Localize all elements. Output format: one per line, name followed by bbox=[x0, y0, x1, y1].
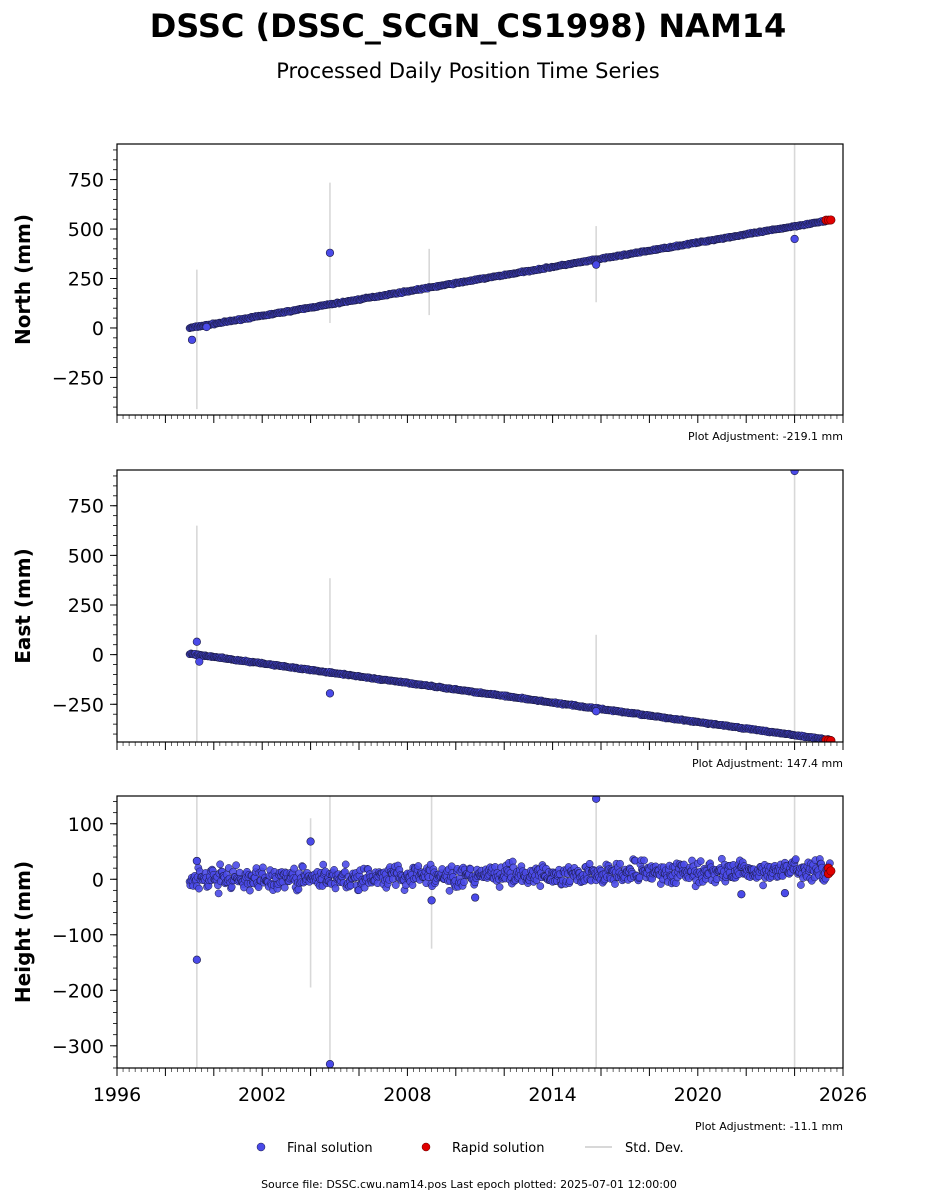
north-outlier-point-3 bbox=[592, 260, 601, 269]
height-point bbox=[319, 860, 328, 869]
east-ytick-label-1: 0 bbox=[92, 645, 104, 667]
east-outlier-point-4 bbox=[790, 470, 799, 476]
height-final-points bbox=[185, 854, 835, 898]
east-ytick-label-4: 750 bbox=[68, 496, 104, 518]
height-outlier-point-6 bbox=[592, 796, 601, 803]
height-ytick-label-0: −300 bbox=[52, 1036, 104, 1058]
north-adjustment-note: Plot Adjustment: -219.1 mm bbox=[688, 430, 843, 443]
height-point bbox=[216, 860, 224, 869]
height-plot-area bbox=[185, 796, 836, 1068]
height-point bbox=[791, 855, 800, 863]
height-point bbox=[585, 859, 594, 868]
height-point bbox=[696, 857, 705, 865]
panels: −250 0 250 500 750 North (mm) Plot Adjustment:… bbox=[11, 143, 867, 1133]
legend-final-label: Final solution bbox=[287, 1141, 373, 1156]
height-xtick-label-5: 2026 bbox=[819, 1084, 867, 1106]
height-outlier-point-7 bbox=[737, 890, 746, 899]
height-point bbox=[611, 880, 619, 888]
height-frame bbox=[116, 795, 844, 1069]
height-point bbox=[460, 878, 468, 886]
height-xtick-label-1: 2002 bbox=[238, 1084, 286, 1106]
height-point bbox=[232, 861, 240, 870]
figure-title: DSSC (DSSC_SCGN_CS1998) NAM14 bbox=[150, 7, 787, 45]
north-rapid-point-2 bbox=[826, 215, 836, 225]
height-point bbox=[445, 886, 454, 895]
legend-final-marker bbox=[256, 1142, 266, 1152]
north-outlier-point-0 bbox=[187, 335, 197, 344]
east-frame bbox=[116, 469, 844, 743]
height-xtick-label-2: 2008 bbox=[383, 1084, 431, 1106]
height-rapid-point-2 bbox=[826, 866, 836, 876]
north-ytick-label-4: 750 bbox=[68, 170, 104, 192]
height-outlier-point-0 bbox=[192, 856, 201, 866]
north-ytick-label-2: 250 bbox=[68, 269, 104, 291]
east-ytick-label-0: −250 bbox=[52, 694, 104, 716]
east-ylabel: East (mm) bbox=[11, 548, 35, 664]
east-outlier-point-2 bbox=[325, 689, 335, 698]
footer-source: Source file: DSSC.cwu.nam14.pos Last epo… bbox=[261, 1178, 677, 1191]
height-point bbox=[414, 862, 423, 870]
east-outlier-point-0 bbox=[192, 637, 201, 646]
height-point bbox=[759, 881, 767, 890]
north-outlier-point-4 bbox=[790, 234, 799, 244]
height-point bbox=[391, 881, 400, 889]
height-outlier-point-3 bbox=[325, 1060, 335, 1068]
height-point bbox=[259, 863, 267, 872]
height-panel: −300 −200 −100 0 100 1996 2002 2008 2014 2020 2026… bbox=[11, 795, 867, 1133]
legend: Final solution Rapid solution Std. Dev. bbox=[256, 1141, 684, 1156]
height-outlier-point-8 bbox=[780, 889, 790, 898]
east-rapid-point-2 bbox=[826, 736, 836, 742]
east-final-points bbox=[185, 649, 835, 742]
height-point bbox=[331, 884, 340, 893]
height-ytick-label-1: −200 bbox=[52, 980, 104, 1002]
height-point bbox=[797, 881, 805, 889]
height-ytick-label-2: −100 bbox=[52, 925, 104, 947]
height-xtick-label-3: 2014 bbox=[528, 1084, 576, 1106]
legend-stddev-label: Std. Dev. bbox=[625, 1141, 684, 1156]
east-ytick-label-3: 500 bbox=[68, 545, 104, 567]
height-ytick-label-3: 0 bbox=[92, 869, 104, 891]
north-panel: −250 0 250 500 750 North (mm) Plot Adjustment:… bbox=[11, 143, 844, 443]
east-adjustment-note: Plot Adjustment: 147.4 mm bbox=[692, 757, 843, 770]
height-point bbox=[299, 862, 307, 871]
north-ytick-label-3: 500 bbox=[68, 219, 104, 241]
height-ylabel: Height (mm) bbox=[11, 861, 35, 1003]
height-point bbox=[195, 884, 203, 893]
height-point bbox=[495, 883, 504, 891]
east-panel: −250 0 250 500 750 East (mm) Plot Adjustment: … bbox=[11, 469, 844, 770]
east-outlier-point-1 bbox=[195, 657, 204, 666]
north-final-points bbox=[185, 215, 835, 333]
north-outlier-point-2 bbox=[325, 248, 335, 257]
north-plot-area bbox=[185, 144, 836, 415]
height-outlier-point-4 bbox=[427, 896, 436, 905]
figure-subtitle: Processed Daily Position Time Series bbox=[276, 59, 660, 83]
north-outlier-point-1 bbox=[202, 322, 211, 332]
north-ylabel: North (mm) bbox=[11, 214, 35, 345]
height-point bbox=[214, 889, 223, 898]
height-xtick-label-0: 1996 bbox=[93, 1084, 141, 1106]
north-ytick-label-0: −250 bbox=[52, 367, 104, 389]
height-point bbox=[466, 865, 475, 873]
height-point bbox=[536, 882, 545, 890]
height-point bbox=[616, 859, 624, 868]
height-ytick-label-4: 100 bbox=[68, 814, 104, 836]
height-point bbox=[280, 883, 289, 892]
height-outlier-point-5 bbox=[471, 893, 480, 902]
legend-rapid-marker bbox=[421, 1142, 431, 1152]
height-outlier-point-2 bbox=[306, 837, 315, 846]
height-point bbox=[290, 864, 298, 873]
north-ytick-label-1: 0 bbox=[92, 318, 104, 340]
height-adjustment-note: Plot Adjustment: -11.1 mm bbox=[695, 1120, 843, 1133]
east-ytick-label-2: 250 bbox=[68, 595, 104, 617]
height-point bbox=[246, 886, 254, 895]
height-point bbox=[640, 856, 648, 865]
height-point bbox=[341, 860, 350, 869]
height-point bbox=[360, 883, 369, 892]
height-xtick-label-4: 2020 bbox=[674, 1084, 722, 1106]
height-outlier-point-1 bbox=[192, 955, 201, 964]
legend-rapid-label: Rapid solution bbox=[452, 1141, 544, 1156]
east-outlier-point-3 bbox=[592, 707, 601, 716]
east-plot-area bbox=[185, 470, 836, 742]
